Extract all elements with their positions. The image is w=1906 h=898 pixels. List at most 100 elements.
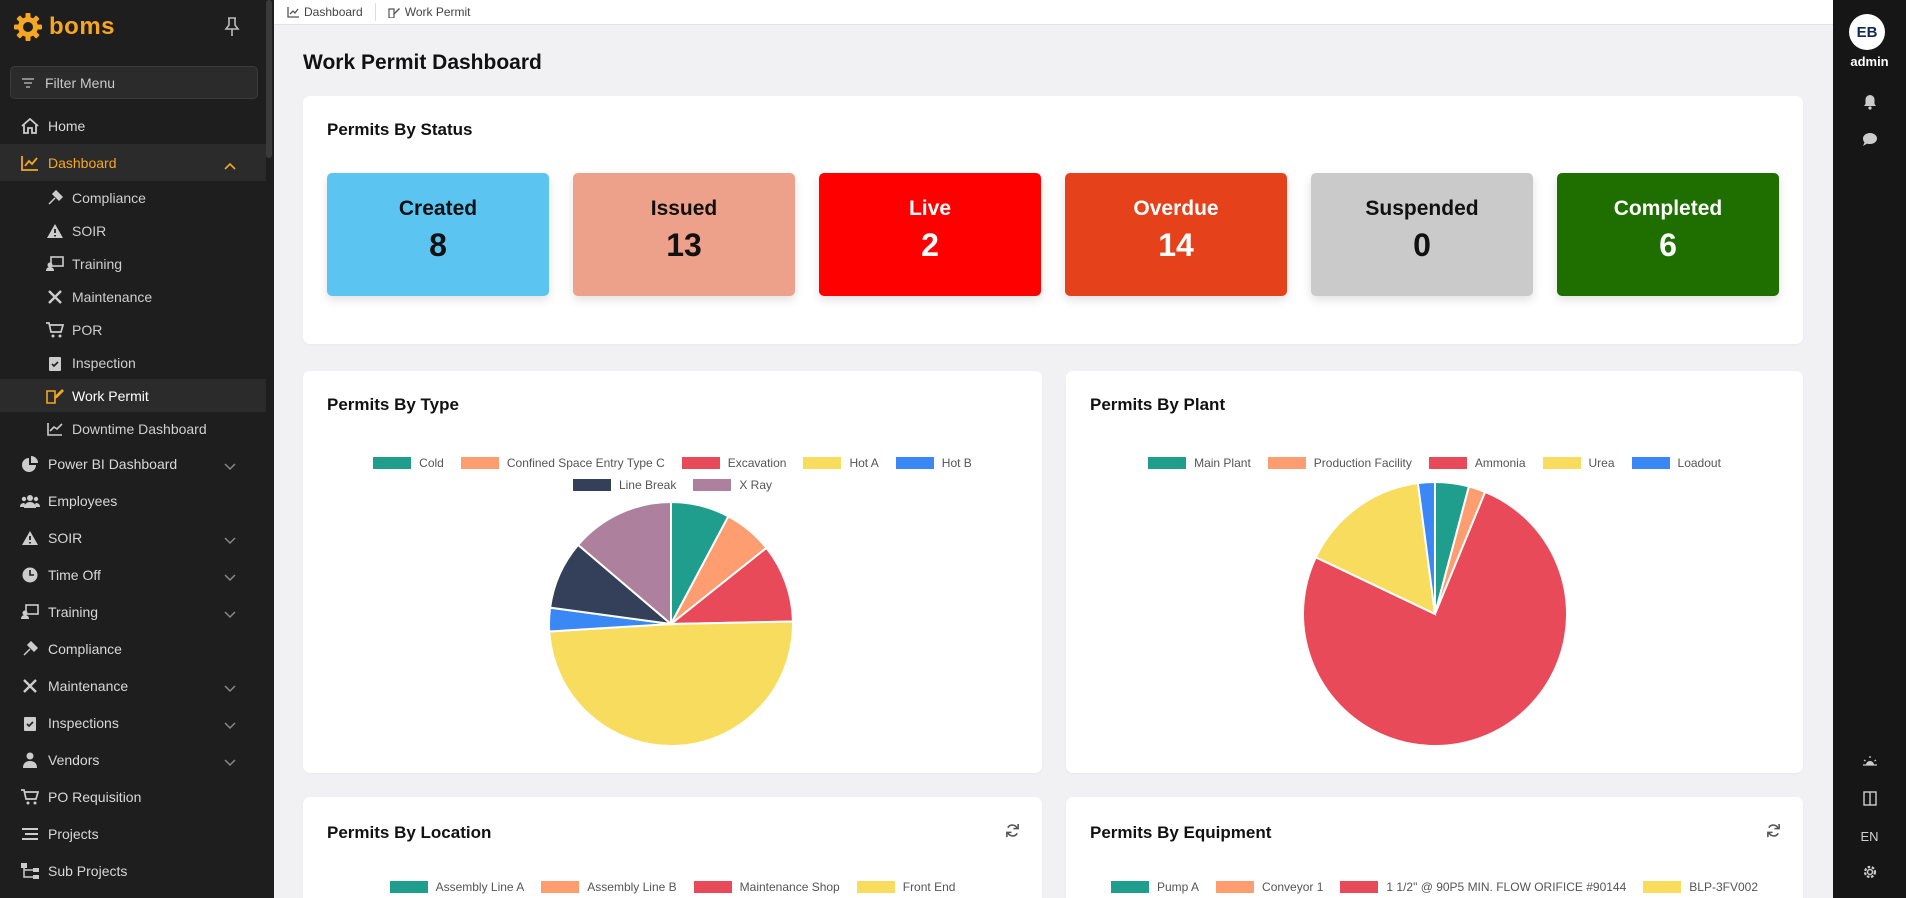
pie-slice-urea[interactable] (1314, 481, 1437, 616)
status-tile-issued[interactable]: Issued 13 (573, 173, 795, 296)
sidebar-item-compliance[interactable]: Compliance (0, 630, 266, 667)
sidebar-item-soir[interactable]: SOIR (0, 519, 266, 556)
cart-icon (46, 321, 64, 339)
status-tile-completed[interactable]: Completed 6 (1557, 173, 1779, 296)
legend-item[interactable]: Hot A (803, 456, 879, 470)
pie-slice-excavation[interactable] (668, 546, 794, 626)
users-icon (20, 491, 40, 511)
sidebar-item-home[interactable]: Home (0, 107, 266, 144)
legend-item[interactable]: 1 1/2" @ 90P5 MIN. FLOW ORIFICE #90144 (1340, 880, 1626, 894)
pin-icon[interactable] (224, 17, 240, 42)
legend-item[interactable]: Pump A (1111, 880, 1199, 894)
status-tile-suspended[interactable]: Suspended 0 (1311, 173, 1533, 296)
user-name[interactable]: admin (1850, 54, 1889, 69)
sidebar-item-label: Power BI Dashboard (48, 455, 178, 472)
avatar[interactable]: EB (1849, 14, 1885, 50)
breadcrumb-work-permit[interactable]: Work Permit (388, 5, 471, 19)
edit-icon (388, 7, 400, 18)
legend-item[interactable]: Loadout (1631, 456, 1721, 470)
sidebar-scrollbar[interactable] (266, 0, 272, 158)
brand-logo[interactable]: boms (13, 12, 115, 42)
sidebar-subitem-training[interactable]: Training (0, 247, 266, 280)
legend-item[interactable]: Assembly Line B (541, 880, 677, 894)
training-icon (46, 255, 64, 273)
legend-item[interactable]: Assembly Line A (389, 880, 524, 894)
sidebar-item-employees[interactable]: Employees (0, 482, 266, 519)
sidebar-subitem-por[interactable]: POR (0, 313, 266, 346)
legend-item[interactable]: BLP-3FV002 (1643, 880, 1758, 894)
breadcrumb-label: Dashboard (304, 5, 363, 19)
pie-slice-hot-b[interactable] (548, 606, 672, 633)
refresh-icon[interactable] (1005, 823, 1020, 843)
pie-slice-ammonia[interactable] (1302, 490, 1568, 747)
sidebar-subitem-label: Downtime Dashboard (72, 420, 207, 437)
legend-item[interactable]: Maintenance Shop (693, 880, 840, 894)
sidebar-item-inspections[interactable]: Inspections (0, 704, 266, 741)
legend-item[interactable]: Front End (856, 880, 955, 894)
legend-label: Assembly Line B (587, 880, 677, 894)
pie-slice-main-plant[interactable] (1434, 480, 1471, 615)
pie-slice-hot-a[interactable] (548, 620, 794, 747)
sidebar-item-sub-projects[interactable]: Sub Projects (0, 852, 266, 889)
legend-label: Pump A (1157, 880, 1200, 894)
bell-icon[interactable] (1833, 94, 1906, 110)
sidebar-item-training[interactable]: Training (0, 593, 266, 630)
legend-item[interactable]: Cold (373, 456, 444, 470)
legend-item[interactable]: Excavation (681, 456, 786, 470)
pie-slice-x-ray[interactable] (576, 500, 672, 627)
permits-by-type-card: Permits By Type Cold Confined Space Entry… (303, 371, 1042, 773)
sidebar-subitem-label: SOIR (72, 222, 107, 239)
sidebar-item-power-bi-dashboard[interactable]: Power BI Dashboard (0, 445, 266, 482)
sidebar-item-dashboard[interactable]: Dashboard (0, 144, 266, 181)
sidebar-item-label: Projects (48, 825, 99, 842)
pie-slice-cold[interactable] (670, 500, 730, 625)
chevron-down-icon (224, 532, 236, 548)
filter-menu-input[interactable]: Filter Menu (10, 66, 258, 99)
sidebar-item-po-requisition[interactable]: PO Requisition (0, 778, 266, 815)
language-selector[interactable]: EN (1860, 829, 1879, 844)
status-tile-overdue[interactable]: Overdue 14 (1065, 173, 1287, 296)
pie-slice-loadout[interactable] (1416, 480, 1436, 615)
legend-item[interactable]: Ammonia (1428, 456, 1526, 470)
sidebar-subitem-downtime-dashboard[interactable]: Downtime Dashboard (0, 412, 266, 445)
breadcrumb-dashboard[interactable]: Dashboard (287, 5, 363, 19)
chart-legend: Cold Confined Space Entry Type C Excavatio… (303, 456, 1042, 492)
status-tile-label: Suspended (1365, 197, 1479, 220)
sidebar-subitem-compliance[interactable]: Compliance (0, 181, 266, 214)
legend-item[interactable]: Production Facility (1267, 456, 1412, 470)
sidebar-subitem-label: Maintenance (72, 288, 153, 305)
permits-by-equipment-card: Permits By Equipment Pump A Conveyor 1 1 1… (1066, 797, 1803, 898)
columns-icon[interactable] (1833, 791, 1906, 806)
status-tile-live[interactable]: Live 2 (819, 173, 1041, 296)
legend-item[interactable]: Hot B (895, 456, 972, 470)
legend-item[interactable]: Confined Space Entry Type C (460, 456, 665, 470)
refresh-icon[interactable] (1766, 823, 1781, 843)
legend-item[interactable]: Urea (1542, 456, 1615, 470)
sidebar-subitem-label: Inspection (72, 354, 136, 371)
chevron-down-icon (224, 458, 236, 474)
legend-item[interactable]: Main Plant (1148, 456, 1251, 470)
sidebar-item-projects[interactable]: Projects (0, 815, 266, 852)
legend-item[interactable]: Conveyor 1 (1216, 880, 1323, 894)
sidebar-subitem-soir[interactable]: SOIR (0, 214, 266, 247)
chat-icon[interactable] (1833, 132, 1906, 147)
sidebar-subitem-maintenance[interactable]: Maintenance (0, 280, 266, 313)
sun-icon[interactable] (1833, 756, 1906, 766)
chart-legend: Pump A Conveyor 1 1 1/2" @ 90P5 MIN. FLOW … (1066, 880, 1803, 894)
sidebar-item-label: Sub Projects (48, 862, 128, 879)
pie-slice-production-facility[interactable] (1434, 485, 1487, 615)
sidebar-item-label: Employees (48, 492, 118, 509)
pie-slice-line-break[interactable] (548, 543, 675, 626)
status-tile-created[interactable]: Created 8 (327, 173, 549, 296)
sidebar-item-vendors[interactable]: Vendors (0, 741, 266, 778)
chart-legend: Assembly Line A Assembly Line B Maintenanc… (303, 880, 1042, 898)
legend-label: Line Break (618, 478, 677, 492)
legend-item[interactable]: X Ray (693, 478, 772, 492)
sidebar-subitem-inspection[interactable]: Inspection (0, 346, 266, 379)
legend-item[interactable]: Line Break (572, 478, 677, 492)
settings-gear-icon[interactable] (1833, 864, 1906, 880)
sidebar-item-time-off[interactable]: Time Off (0, 556, 266, 593)
sidebar-item-maintenance[interactable]: Maintenance (0, 667, 266, 704)
sidebar-subitem-work-permit[interactable]: Work Permit (0, 379, 266, 412)
pie-slice-confined-space-entry-type-c[interactable] (670, 514, 768, 625)
